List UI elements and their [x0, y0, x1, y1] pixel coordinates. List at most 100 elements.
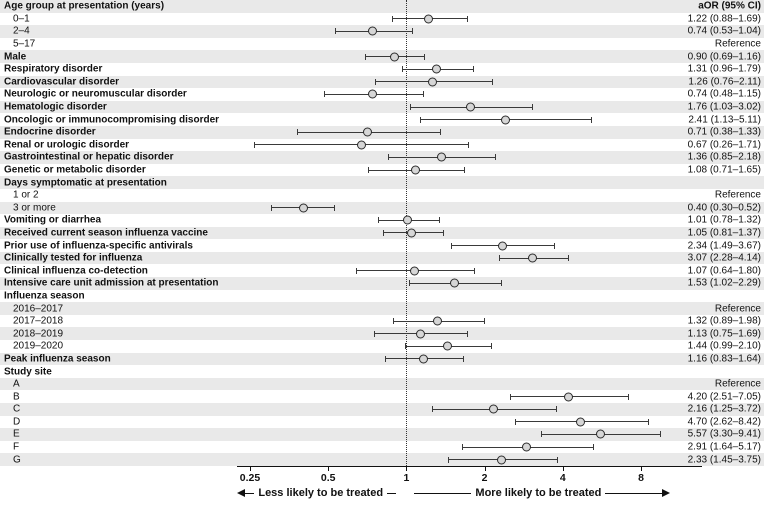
- row-label: Days symptomatic at presentation: [4, 177, 167, 189]
- row-label: Gastrointestinal or hepatic disorder: [4, 151, 174, 163]
- or-marker: [449, 278, 459, 288]
- row-value: 1.16 (0.83–1.64): [687, 353, 761, 365]
- left-arrowhead-icon: [237, 489, 245, 497]
- row-label: Intensive care unit admission at present…: [4, 277, 219, 289]
- row-value: 1.32 (0.89–1.98): [687, 315, 761, 327]
- axis-tick-label: 8: [638, 472, 644, 484]
- forest-row: Received current season influenza vaccin…: [0, 226, 764, 240]
- less-likely-arrow: Less likely to be treated: [237, 486, 397, 500]
- row-label: B: [13, 391, 20, 403]
- or-marker: [443, 341, 453, 351]
- row-value: Reference: [714, 38, 761, 50]
- row-value: Reference: [714, 303, 761, 315]
- axis-tick-label: 2: [481, 472, 488, 484]
- forest-row: Renal or urologic disorder 0.67 (0.26–1.7…: [0, 139, 764, 152]
- or-marker: [501, 115, 511, 125]
- row-value: 1.08 (0.71–1.65): [687, 164, 761, 176]
- row-label: 2019–2020: [13, 340, 64, 352]
- row-value: 1.26 (0.76–2.11): [688, 76, 761, 88]
- or-marker: [403, 215, 413, 225]
- forest-row: B 4.20 (2.51–7.05): [0, 390, 764, 403]
- forest-row: Clinically tested for influenza 3.07 (2.2…: [0, 251, 764, 265]
- row-label: Oncologic or immunocompromising disorder: [4, 114, 220, 126]
- row-value: Reference: [714, 189, 761, 201]
- row-label: 2016–2017: [13, 303, 64, 315]
- row-value: 0.74 (0.53–1.04): [687, 25, 761, 37]
- row-value: 2.41 (1.13–5.11): [688, 114, 761, 126]
- row-value: 0.67 (0.26–1.71): [687, 139, 761, 151]
- forest-row: Cardiovascular disorder 1.26 (0.76–2.11): [0, 75, 764, 89]
- or-marker: [363, 127, 373, 137]
- x-axis-line: [237, 466, 702, 467]
- or-marker: [427, 77, 437, 87]
- forest-row: F 2.91 (1.64–5.17): [0, 441, 764, 454]
- forest-row: 1 or 2 Reference: [0, 189, 764, 202]
- forest-row: Age group at presentation (years) aOR (95…: [0, 0, 764, 13]
- forest-row: 2017–2018 1.32 (0.89–1.98): [0, 315, 764, 328]
- row-label: Peak influenza season: [4, 353, 111, 365]
- row-value: 3.07 (2.28–4.14): [687, 252, 761, 264]
- forest-row: Days symptomatic at presentation: [0, 176, 764, 189]
- row-value: 1.05 (0.81–1.37): [687, 227, 761, 239]
- row-value: 4.20 (2.51–7.05): [687, 391, 761, 403]
- forest-row: Endocrine disorder 0.71 (0.38–1.33): [0, 125, 764, 139]
- forest-row: Oncologic or immunocompromising disorder…: [0, 113, 764, 126]
- or-marker: [367, 26, 377, 36]
- row-label: E: [13, 428, 20, 440]
- row-value: 5.57 (3.30–9.41): [687, 428, 761, 440]
- row-value: aOR (95% CI): [698, 0, 761, 12]
- forest-row: Genetic or metabolic disorder 1.08 (0.71–…: [0, 164, 764, 177]
- forest-row: 5–17 Reference: [0, 38, 764, 51]
- row-label: F: [13, 441, 20, 453]
- row-label: 2017–2018: [13, 315, 64, 327]
- forest-row: G 2.33 (1.45–3.75): [0, 453, 764, 466]
- or-marker: [409, 266, 419, 276]
- row-value: 1.13 (0.75–1.69): [687, 328, 761, 340]
- axis-tick-label: 4: [559, 472, 566, 484]
- row-label: Vomiting or diarrhea: [4, 214, 102, 226]
- row-label: Received current season influenza vaccin…: [4, 227, 208, 239]
- axis-tick-label: 0.25: [239, 472, 261, 484]
- right-arrowhead-icon: [662, 489, 671, 497]
- row-label: A: [13, 378, 20, 390]
- forest-row: Influenza season: [0, 290, 764, 303]
- or-marker: [497, 455, 507, 465]
- row-value: 1.44 (0.99–2.10): [687, 340, 761, 352]
- row-label: Clinically tested for influenza: [4, 252, 143, 264]
- or-marker: [407, 228, 417, 238]
- row-label: 2–4: [13, 25, 30, 37]
- arrow-line: [245, 492, 255, 494]
- row-label: 5–17: [13, 38, 36, 50]
- forest-row: Prior use of influenza-specific antivira…: [0, 239, 764, 252]
- forest-row: C 2.16 (1.25–3.72): [0, 403, 764, 416]
- or-marker: [424, 14, 434, 24]
- row-label: Hematologic disorder: [4, 101, 107, 113]
- row-value: 1.76 (1.03–3.02): [687, 101, 761, 113]
- row-label: Prior use of influenza-specific antivira…: [4, 240, 193, 252]
- row-label: Influenza season: [4, 290, 85, 302]
- forest-row: Neurologic or neuromuscular disorder 0.74…: [0, 88, 764, 101]
- row-value: 0.74 (0.48–1.15): [687, 88, 761, 100]
- or-marker: [522, 442, 532, 452]
- axis-tick: [562, 467, 564, 471]
- axis-tick-label: 0.5: [320, 472, 336, 484]
- more-likely-arrow: More likely to be treated: [414, 486, 671, 500]
- forest-row: 0–1 1.22 (0.88–1.69): [0, 13, 764, 26]
- forest-row: 2–4 0.74 (0.53–1.04): [0, 25, 764, 38]
- forest-row: Peak influenza season 1.16 (0.83–1.64): [0, 352, 764, 366]
- or-marker: [576, 417, 586, 427]
- row-value: 1.36 (0.85–2.18): [687, 151, 761, 163]
- arrow-line: [414, 492, 472, 494]
- row-value: 1.22 (0.88–1.69): [687, 13, 761, 25]
- or-marker: [595, 429, 605, 439]
- arrow-line: [605, 492, 663, 494]
- or-marker: [298, 203, 308, 213]
- forest-row: 3 or more 0.40 (0.30–0.52): [0, 201, 764, 215]
- row-label: Male: [4, 51, 27, 63]
- arrow-line: [387, 492, 397, 494]
- row-value: 0.90 (0.69–1.16): [687, 51, 761, 63]
- row-label: Study site: [4, 366, 52, 378]
- or-marker: [356, 140, 366, 150]
- or-marker: [415, 329, 425, 339]
